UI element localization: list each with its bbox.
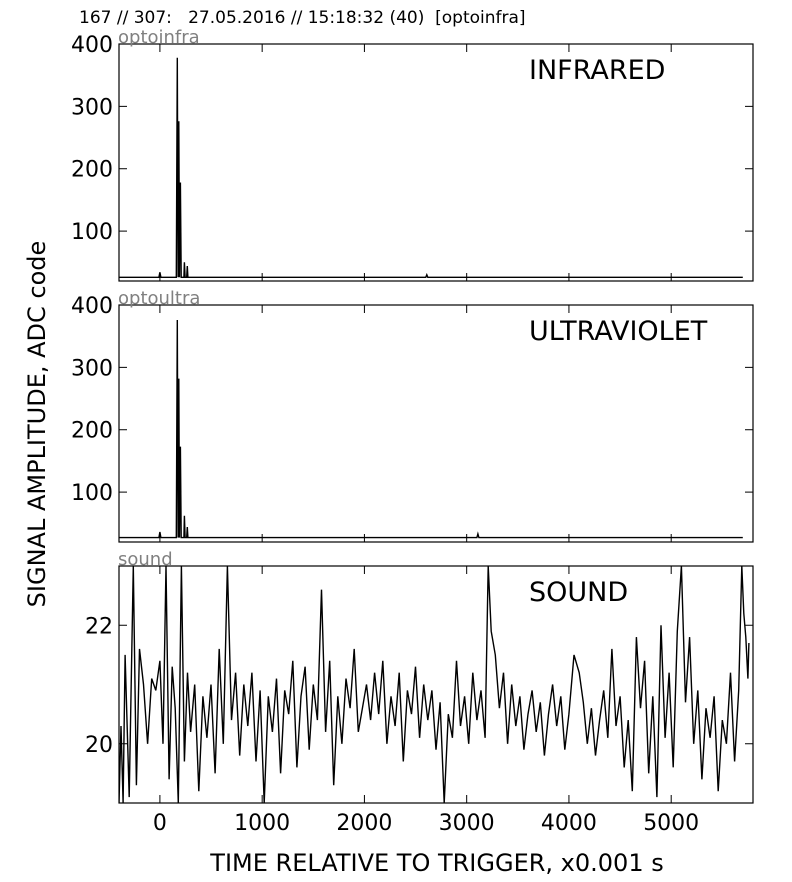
panel-optoultra: 100 200 300 400 ULTRAVIOLET optoultra	[71, 288, 754, 543]
y-tick-label-optoultra: 300	[71, 356, 113, 381]
x-tick-label: 0	[153, 811, 167, 836]
y-tick-label-optoultra: 200	[71, 419, 113, 444]
series-line-optoinfra	[119, 57, 743, 278]
chart-panels: 100 200 300 400 INFRARED optoinfra 100 200 300 40…	[71, 27, 754, 804]
x-tick-label: 3000	[439, 811, 495, 836]
series-line-optoultra	[119, 319, 743, 539]
plot-frame-optoultra	[118, 304, 754, 543]
y-tick-label-sound: 20	[85, 733, 113, 758]
y-tick-label-optoinfra: 200	[71, 158, 113, 183]
x-tick-label: 2000	[336, 811, 392, 836]
source-label-sound: sound	[118, 549, 173, 570]
source-label-optoultra: optoultra	[118, 288, 200, 309]
panel-title-optoultra: ULTRAVIOLET	[529, 316, 708, 347]
panel-title-sound: SOUND	[529, 577, 628, 608]
plot-frame-sound	[118, 565, 754, 804]
plot-frame-optoinfra	[118, 43, 754, 282]
y-tick-label-sound: 22	[85, 614, 113, 639]
panel-sound: 20 22 SOUND sound	[85, 549, 754, 804]
panel-title-optoinfra: INFRARED	[529, 55, 665, 86]
y-axis-label: SIGNAL AMPLITUDE, ADC code	[23, 241, 51, 608]
y-tick-label-optoinfra: 300	[71, 95, 113, 120]
x-tick-label: 4000	[541, 811, 597, 836]
y-tick-label-optoultra: 100	[71, 481, 113, 506]
x-axis-label: TIME RELATIVE TO TRIGGER, x0.001 s	[209, 849, 663, 877]
y-tick-label-optoinfra: 400	[71, 33, 113, 58]
y-tick-label-optoinfra: 100	[71, 220, 113, 245]
x-tick-label: 5000	[643, 811, 699, 836]
series-line-sound	[119, 566, 750, 803]
chart-header: 167 // 307: 27.05.2016 // 15:18:32 (40) …	[79, 8, 526, 28]
x-tick-labels: 0 1000 2000 3000 4000 5000	[153, 811, 699, 836]
x-tick-label: 1000	[234, 811, 290, 836]
y-tick-label-optoultra: 400	[71, 294, 113, 319]
source-label-optoinfra: optoinfra	[118, 27, 200, 48]
panel-optoinfra: 100 200 300 400 INFRARED optoinfra	[71, 27, 754, 282]
